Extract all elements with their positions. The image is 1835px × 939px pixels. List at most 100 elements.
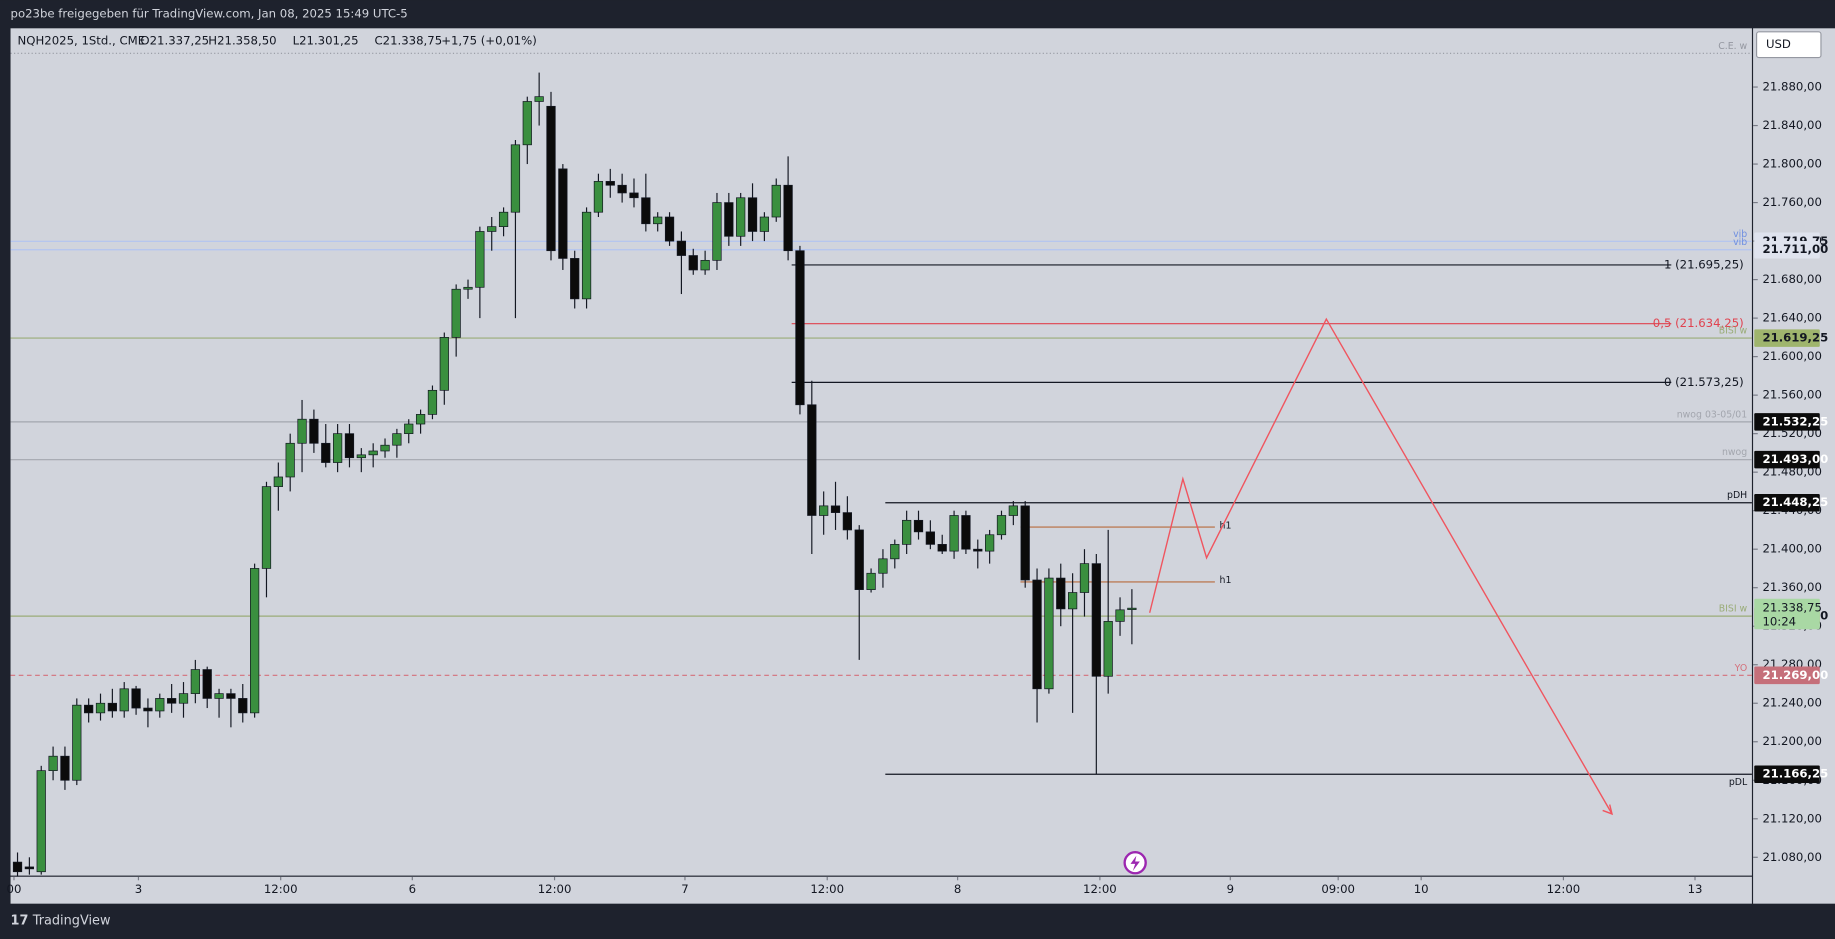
- candle-body: [700, 259, 710, 271]
- candle-body: [629, 192, 639, 199]
- price-tag: [1754, 666, 1820, 685]
- candle-body: [593, 181, 604, 213]
- candle-body: [155, 698, 165, 712]
- candle-body: [664, 216, 675, 242]
- y-tick-label: 21.080,00: [1762, 850, 1821, 864]
- candle-body: [688, 255, 698, 271]
- candle-body: [1008, 505, 1018, 516]
- y-tick-label: 21.680,00: [1762, 272, 1821, 286]
- legend-low: L21.301,25: [293, 34, 359, 48]
- candle-body: [344, 433, 355, 459]
- level-label: pDL: [1729, 777, 1748, 788]
- y-tick-label: 21.240,00: [1762, 696, 1821, 710]
- candle-body: [261, 486, 272, 569]
- candle-body: [973, 548, 983, 552]
- x-tick-label: 09:00: [1321, 882, 1355, 896]
- candle-body: [48, 755, 58, 771]
- y-tick-label: 21.760,00: [1762, 195, 1821, 209]
- candle-body: [143, 707, 153, 712]
- legend-open: O21.337,25: [140, 34, 209, 48]
- candle-body: [1091, 563, 1101, 677]
- candle-body: [84, 704, 94, 714]
- candle-body: [356, 454, 366, 459]
- x-tick-label: 10: [1414, 882, 1429, 896]
- candle-body: [890, 544, 900, 560]
- x-tick-label: 13: [1688, 882, 1703, 896]
- price-tag: [1754, 413, 1820, 431]
- fib-label: 0,5 (21.634,25): [1653, 316, 1744, 330]
- candle-body: [119, 688, 129, 712]
- candle-body: [427, 389, 438, 415]
- price-tag: [1754, 329, 1820, 347]
- candle-body: [996, 515, 1007, 536]
- candle-body: [653, 216, 663, 225]
- event-icon-bolt: [1130, 855, 1140, 871]
- level-label: C.E. w: [1718, 41, 1747, 52]
- x-tick-label: 12:00: [810, 882, 844, 896]
- level-label: YO: [1734, 663, 1748, 674]
- candle-body: [463, 286, 473, 290]
- candle-body: [273, 476, 283, 487]
- candle-body: [107, 702, 117, 712]
- x-tick-label: 12:00: [264, 882, 298, 896]
- candle-body: [925, 531, 935, 545]
- price-tag: [1754, 450, 1820, 469]
- candle-body: [617, 184, 627, 194]
- candle-body: [392, 433, 402, 446]
- last-price-label: 21.338,75: [1762, 601, 1821, 615]
- candle-body: [985, 534, 995, 552]
- legend-high: H21.358,50: [208, 34, 276, 48]
- candle-body: [72, 704, 82, 781]
- level-label: nwog: [1722, 447, 1747, 458]
- x-tick-label: 7: [681, 882, 688, 896]
- x-tick-label: 6: [409, 882, 416, 896]
- price-tag-label: 21.166,25: [1762, 767, 1828, 781]
- candle-body: [558, 168, 568, 259]
- candle-body: [902, 519, 912, 545]
- candle-body: [190, 669, 200, 694]
- legend-close: C21.338,75: [374, 34, 442, 48]
- price-tag: [1754, 240, 1820, 259]
- candle-body: [712, 202, 722, 261]
- candle-body: [415, 414, 426, 425]
- price-tag-label: 21.711,00: [1762, 242, 1828, 256]
- candle-body: [724, 202, 734, 237]
- y-tick-label: 21.880,00: [1762, 80, 1821, 94]
- candle-body: [913, 519, 924, 533]
- level-label: BISI w: [1719, 326, 1748, 337]
- y-tick-label: 21.360,00: [1762, 580, 1821, 594]
- candle-body: [250, 568, 260, 714]
- currency-box[interactable]: [1756, 31, 1822, 59]
- last-price-tag: [1754, 598, 1820, 630]
- level-label: vib: [1733, 237, 1747, 248]
- candle-body: [285, 442, 295, 478]
- price-tag: [1754, 765, 1820, 784]
- candle-body: [214, 693, 224, 699]
- fib-label: 0 (21.573,25): [1664, 375, 1744, 389]
- x-tick-label: 12:00: [1547, 882, 1581, 896]
- currency[interactable]: USD: [1766, 37, 1791, 51]
- candle-body: [842, 512, 852, 531]
- candle-body: [451, 288, 461, 338]
- candle-body: [178, 693, 189, 704]
- y-tick-label: 21.120,00: [1762, 811, 1821, 825]
- y-tick-label: 21.200,00: [1762, 734, 1821, 748]
- candle-body: [1044, 577, 1054, 690]
- candle-body: [238, 698, 248, 714]
- x-tick-label: 9: [1227, 882, 1234, 896]
- candle-body: [1020, 505, 1030, 581]
- last-price-countdown: 10:24: [1762, 615, 1796, 629]
- candle-body: [60, 755, 70, 781]
- candle-body: [736, 197, 746, 237]
- candle-body: [12, 861, 23, 873]
- projection-path: [1148, 317, 1613, 815]
- candle-body: [368, 450, 378, 456]
- legend-change: +1,75 (+0,01%): [441, 34, 537, 48]
- candle-body: [1068, 592, 1078, 610]
- candle-body: [854, 529, 864, 590]
- level-label: BISI w: [1719, 604, 1748, 615]
- x-tick-label: 12:00: [1083, 882, 1117, 896]
- candle-body: [404, 423, 414, 435]
- candle-body: [332, 433, 343, 463]
